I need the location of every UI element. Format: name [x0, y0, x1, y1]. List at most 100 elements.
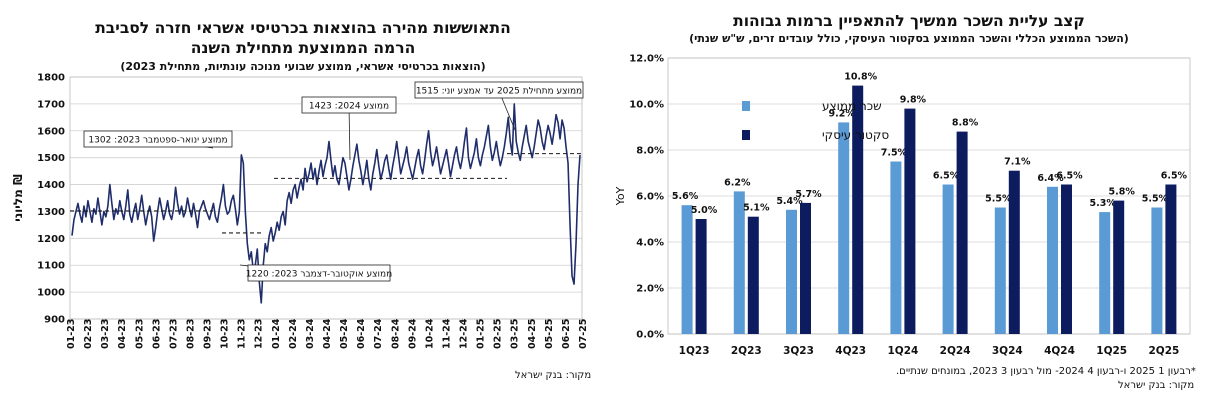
x-tick-label: 07-25: [578, 319, 589, 349]
bar: [890, 161, 902, 334]
bar: [1165, 184, 1177, 334]
y-tick-label: 4.0%: [636, 238, 664, 249]
annotation-box: [247, 264, 391, 282]
x-tick-label: 06-23: [151, 319, 162, 349]
bar: [786, 209, 797, 334]
bar-data-label: 9.8%: [900, 95, 927, 106]
y-tick-label: 1800: [37, 73, 65, 84]
annotation-leader: [348, 105, 351, 161]
right-chart-footnote: *רבעון 1 2025 ו-רבעון 4 2024- מול רבעון …: [896, 366, 1196, 377]
bar: [994, 207, 1006, 334]
bar: [838, 122, 850, 335]
y-tick-label: 1100: [37, 261, 65, 272]
x-tick-label: 11-24: [441, 318, 452, 349]
x-tick-label: 07-24: [373, 318, 384, 349]
x-tick-label: 05-23: [134, 319, 145, 349]
annotation-label: ממוצע אוקטובר-דצמבר 2023: 1220: [246, 270, 392, 280]
bar-data-label: 7.5%: [881, 148, 908, 159]
bar-data-label: 5.1%: [743, 203, 770, 214]
x-category-label: 1Q25: [1096, 345, 1127, 357]
left-chart-title-line2: הרמה הממוצעת מתחילת השנה: [190, 39, 416, 57]
bar: [1099, 212, 1111, 334]
wage-growth-chart-panel: קצב עליית השכר ממשיך להתאפיין ברמות גבוה…: [606, 0, 1212, 404]
y-tick-label: 12.0%: [629, 54, 664, 65]
legend-swatch: [742, 130, 750, 140]
bar: [852, 85, 864, 334]
right-chart-title: קצב עליית השכר ממשיך להתאפיין ברמות גבוה…: [733, 12, 1085, 30]
x-tick-label: 03-24: [305, 318, 316, 349]
left-chart-source: מקור: בנק ישראל: [515, 370, 592, 381]
x-tick-label: 12-23: [254, 319, 265, 349]
bar-data-label: 5.5%: [985, 194, 1012, 205]
bar-data-label: 5.7%: [795, 189, 822, 200]
left-chart-subtitle: (הוצאות בכרטיסי אשראי, ממוצע שבועי מנוכה…: [120, 60, 486, 73]
left-chart-plot: 900 1000 1100 1200 1300 1400 1500 1600 1700 1800 מ…: [11, 73, 589, 350]
x-category-label: 2Q23: [731, 345, 762, 357]
x-tick-label: 04-25: [527, 319, 538, 349]
bar: [942, 184, 954, 334]
bar-data-label: 5.6%: [672, 191, 699, 202]
x-category-label: 2Q24: [940, 345, 971, 357]
x-category-label: 4Q24: [1044, 345, 1075, 357]
x-tick-label: 01-25: [476, 319, 487, 349]
bar-data-label: 9.2%: [829, 108, 856, 119]
bar-data-label: 7.1%: [1004, 157, 1031, 168]
x-tick-label: 03-25: [510, 319, 521, 349]
annotation-box: [414, 81, 584, 99]
y-axis-label: מליוני ₪: [11, 174, 25, 222]
right-chart-plot: 0.0% 2.0% 4.0% 6.0% 8.0% 10.0% 12.0% YoY 1Q23 5.6…: [614, 54, 1191, 357]
y-tick-label: 0.0%: [636, 330, 664, 341]
y-tick-label: 6.0%: [636, 192, 664, 203]
x-tick-label: 09-23: [203, 319, 214, 349]
y-tick-label: 1300: [37, 207, 65, 218]
x-tick-label: 08-24: [390, 318, 401, 349]
bar: [1008, 170, 1020, 334]
annotation-label: ממוצע 2024: 1423: [309, 102, 389, 112]
y-tick-label: 1400: [37, 180, 65, 191]
bar-data-label: 5.0%: [691, 205, 718, 216]
bar-data-label: 5.3%: [1090, 198, 1117, 209]
x-tick-label: 04-24: [322, 318, 333, 349]
x-category-label: 1Q23: [679, 345, 710, 357]
bar: [904, 108, 916, 334]
x-tick-label: 05-25: [544, 319, 555, 349]
x-tick-label: 12-24: [459, 318, 470, 349]
x-tick-label: 10-24: [424, 318, 435, 349]
y-axis-label: YoY: [614, 186, 627, 206]
left-chart-title-line1: התאוששות מהירה בהוצאות בכרטיסי אשראי חזר…: [95, 19, 511, 37]
legend-swatch: [742, 101, 750, 111]
x-category-label: 2Q25: [1148, 345, 1179, 357]
y-tick-label: 10.0%: [629, 100, 664, 111]
annotation-label: ממוצע ינואר-ספטמבר 2023: 1302: [88, 136, 227, 146]
left-chart-title: התאוששות מהירה בהוצאות בכרטיסי אשראי חזר…: [0, 18, 606, 58]
bar-data-label: 6.4%: [1037, 173, 1064, 184]
credit-card-chart-panel: התאוששות מהירה בהוצאות בכרטיסי אשראי חזר…: [0, 18, 606, 381]
y-tick-label: 8.0%: [636, 146, 664, 157]
right-chart-source: מקור: בנק ישראל: [1118, 380, 1195, 391]
y-tick-label: 1000: [37, 288, 65, 299]
x-category-label: 1Q24: [887, 345, 918, 357]
y-tick-label: 1600: [37, 126, 65, 137]
bar: [1113, 200, 1125, 334]
bar: [733, 191, 745, 334]
x-tick-label: 07-23: [168, 319, 179, 349]
bar: [747, 216, 759, 334]
bar-data-label: 5.8%: [1109, 187, 1136, 198]
x-tick-label: 10-23: [220, 319, 231, 349]
bar-data-label: 6.2%: [724, 177, 751, 188]
bar: [1151, 207, 1163, 334]
annotation-label: ממוצע מתחילת 2025 עד אמצע יוני: 1515: [416, 87, 582, 97]
bar: [1047, 186, 1058, 334]
y-tick-label: 1500: [37, 153, 65, 164]
annotation-box: [83, 130, 233, 148]
spending-series-line: [71, 103, 581, 304]
bar: [695, 219, 707, 334]
x-category-label: 3Q24: [992, 345, 1023, 357]
x-tick-label: 02-25: [493, 319, 504, 349]
x-tick-label: 03-23: [100, 319, 111, 349]
legend-label: סקטור עיסקי: [822, 128, 889, 142]
bar-data-label: 5.5%: [1142, 194, 1169, 205]
x-tick-label: 09-24: [407, 318, 418, 349]
x-tick-label: 02-23: [83, 319, 94, 349]
y-tick-label: 1700: [37, 99, 65, 110]
